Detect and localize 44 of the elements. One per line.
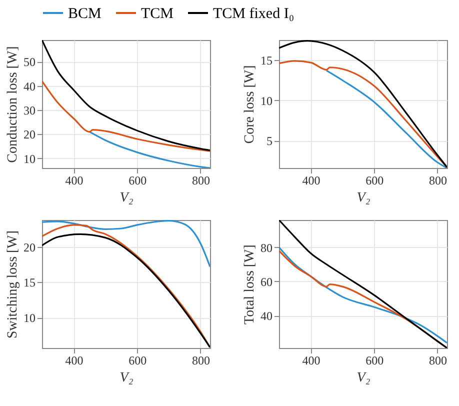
x-tick-label: 400 <box>65 174 84 188</box>
x-tick-label: 600 <box>128 354 147 368</box>
y-tick-label: 10 <box>260 94 272 108</box>
y-tick-label: 10 <box>24 152 36 166</box>
legend-label: BCM <box>68 6 102 22</box>
y-axis-title: Conduction loss [W] <box>6 46 20 163</box>
y-tick-label: 15 <box>24 276 36 290</box>
x-tick-label: 400 <box>302 174 320 188</box>
line-series <box>279 220 447 348</box>
legend-label: TCM <box>141 6 174 22</box>
y-tick-label: 5 <box>266 134 272 148</box>
y-tick-label: 50 <box>24 55 36 70</box>
y-axis-title: Switching loss [W] <box>6 230 20 339</box>
x-tick-label: 800 <box>428 174 447 188</box>
y-axis-title: Core loss [W] <box>242 65 258 144</box>
y-tick-label: 10 <box>24 311 36 326</box>
y-tick-label: 60 <box>260 274 272 289</box>
x-tick-label: 800 <box>428 354 447 368</box>
x-tick-label: 600 <box>366 174 384 188</box>
line-series <box>42 40 210 152</box>
y-tick-label: 40 <box>260 309 272 324</box>
x-axis-title: V₂ <box>120 370 134 386</box>
x-axis-title: V₂ <box>356 370 370 386</box>
line-series <box>326 70 447 168</box>
x-tick-label: 800 <box>192 354 210 368</box>
y-tick-label: 40 <box>24 79 36 94</box>
x-tick-label: 600 <box>128 174 147 188</box>
y-axis-title: Total loss [W] <box>242 244 258 324</box>
legend-label: TCM fixed I₀ <box>213 6 294 22</box>
y-tick-label: 20 <box>24 128 36 142</box>
line-series <box>42 80 210 152</box>
y-tick-label: 30 <box>24 104 36 118</box>
y-tick-label: 80 <box>260 240 272 255</box>
line-series <box>42 220 210 268</box>
x-tick-label: 400 <box>65 354 84 368</box>
x-axis-title: V₂ <box>120 190 134 206</box>
x-tick-label: 400 <box>302 354 320 368</box>
x-tick-label: 600 <box>366 354 384 368</box>
line-series <box>88 130 210 168</box>
y-tick-label: 20 <box>24 240 36 254</box>
line-series <box>279 40 447 168</box>
x-tick-label: 800 <box>192 174 210 188</box>
y-tick-label: 15 <box>260 54 272 68</box>
x-axis-title: V₂ <box>356 190 370 206</box>
